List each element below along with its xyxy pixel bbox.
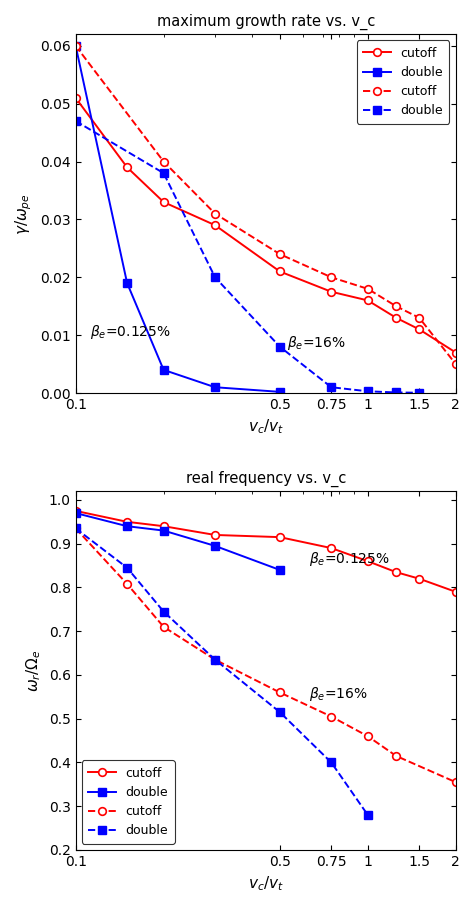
double [161, 606, 166, 617]
double [161, 365, 166, 375]
cutoff [124, 516, 130, 527]
Line: cutoff: cutoff [72, 507, 460, 596]
double [124, 521, 130, 532]
cutoff [277, 532, 283, 542]
cutoff [161, 156, 166, 167]
cutoff [416, 312, 422, 323]
cutoff [365, 731, 371, 742]
Line: double: double [72, 117, 423, 396]
cutoff [365, 295, 371, 306]
cutoff [328, 272, 334, 283]
double [73, 523, 79, 534]
cutoff [393, 750, 399, 761]
Line: double: double [72, 524, 372, 819]
cutoff [277, 249, 283, 259]
X-axis label: $v_c/v_t$: $v_c/v_t$ [248, 874, 284, 893]
cutoff [73, 93, 79, 103]
double [73, 40, 79, 51]
double [212, 382, 218, 393]
double [277, 707, 283, 717]
Text: $\beta_e$=16%: $\beta_e$=16% [309, 685, 368, 703]
Y-axis label: $\gamma/\omega_{pe}$: $\gamma/\omega_{pe}$ [14, 192, 35, 235]
cutoff [161, 521, 166, 532]
double [365, 385, 371, 396]
Line: double: double [72, 509, 283, 574]
double [212, 541, 218, 551]
double [212, 272, 218, 283]
cutoff [212, 530, 218, 541]
Line: double: double [72, 42, 283, 395]
cutoff [212, 654, 218, 665]
cutoff [161, 621, 166, 632]
cutoff [453, 358, 458, 369]
double [212, 654, 218, 665]
double [328, 382, 334, 393]
Title: real frequency vs. v_c: real frequency vs. v_c [185, 471, 346, 487]
Legend: cutoff, double, cutoff, double: cutoff, double, cutoff, double [357, 41, 449, 123]
double [328, 757, 334, 768]
cutoff [453, 776, 458, 787]
cutoff [124, 579, 130, 590]
cutoff [393, 312, 399, 323]
double [161, 168, 166, 179]
Text: $\beta_e$=0.125%: $\beta_e$=0.125% [309, 551, 390, 569]
double [393, 387, 399, 398]
cutoff [73, 505, 79, 516]
X-axis label: $v_c/v_t$: $v_c/v_t$ [248, 417, 284, 436]
double [277, 386, 283, 397]
cutoff [212, 209, 218, 219]
cutoff [328, 542, 334, 553]
cutoff [277, 687, 283, 697]
double [124, 562, 130, 573]
double [124, 278, 130, 288]
cutoff [416, 573, 422, 584]
double [416, 387, 422, 398]
double [365, 810, 371, 821]
cutoff [277, 266, 283, 277]
cutoff [328, 711, 334, 722]
cutoff [365, 283, 371, 294]
double [73, 508, 79, 519]
cutoff [212, 219, 218, 230]
cutoff [73, 40, 79, 51]
cutoff [416, 324, 422, 335]
double [161, 525, 166, 536]
cutoff [453, 347, 458, 358]
Line: cutoff: cutoff [72, 42, 460, 368]
cutoff [453, 587, 458, 598]
cutoff [161, 197, 166, 208]
Line: cutoff: cutoff [72, 94, 460, 356]
Text: $\beta_e$=16%: $\beta_e$=16% [287, 335, 346, 352]
Title: maximum growth rate vs. v_c: maximum growth rate vs. v_c [156, 14, 375, 30]
cutoff [124, 161, 130, 172]
cutoff [365, 556, 371, 567]
Text: $\beta_e$=0.125%: $\beta_e$=0.125% [90, 323, 171, 341]
Y-axis label: $\omega_r/\Omega_e$: $\omega_r/\Omega_e$ [25, 649, 43, 692]
Line: cutoff: cutoff [72, 524, 460, 786]
cutoff [73, 523, 79, 534]
Legend: cutoff, double, cutoff, double: cutoff, double, cutoff, double [82, 760, 174, 844]
cutoff [328, 287, 334, 297]
double [73, 115, 79, 126]
double [277, 341, 283, 352]
cutoff [393, 567, 399, 578]
cutoff [393, 301, 399, 312]
double [277, 564, 283, 575]
